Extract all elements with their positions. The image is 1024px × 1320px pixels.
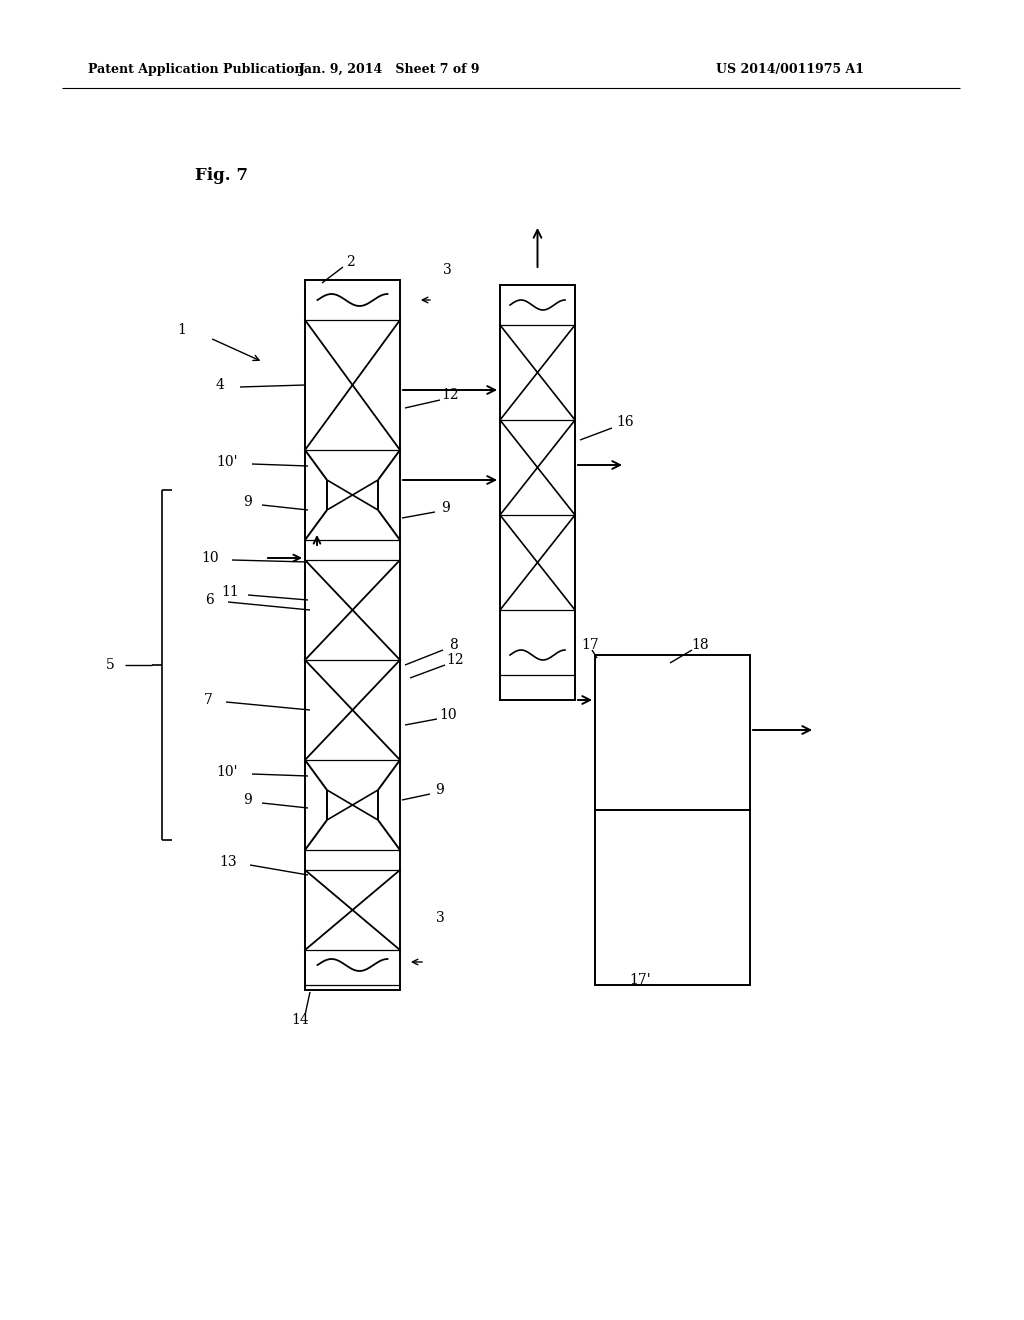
Text: 10': 10' xyxy=(216,455,238,469)
Text: 14: 14 xyxy=(291,1012,309,1027)
Bar xyxy=(500,285,575,700)
Text: 12: 12 xyxy=(446,653,464,667)
Bar xyxy=(305,280,400,990)
Text: 9: 9 xyxy=(440,502,450,515)
Text: 10': 10' xyxy=(216,766,238,779)
Text: Patent Application Publication: Patent Application Publication xyxy=(88,63,303,77)
Text: 10: 10 xyxy=(439,708,457,722)
Text: 3: 3 xyxy=(435,911,444,925)
Text: 9: 9 xyxy=(244,495,252,510)
Text: 1: 1 xyxy=(177,323,186,337)
Text: 13: 13 xyxy=(219,855,237,869)
Text: 18: 18 xyxy=(691,638,709,652)
Bar xyxy=(595,655,750,810)
Text: 8: 8 xyxy=(449,638,458,652)
Text: 3: 3 xyxy=(442,263,452,277)
Text: 4: 4 xyxy=(216,378,224,392)
Text: 17: 17 xyxy=(582,638,599,652)
Text: 9: 9 xyxy=(435,783,444,797)
Text: 17': 17' xyxy=(629,973,651,987)
Text: 10: 10 xyxy=(201,550,219,565)
Text: 9: 9 xyxy=(244,793,252,807)
Text: Fig. 7: Fig. 7 xyxy=(195,166,248,183)
Text: 12: 12 xyxy=(441,388,459,403)
Text: Jan. 9, 2014   Sheet 7 of 9: Jan. 9, 2014 Sheet 7 of 9 xyxy=(299,63,480,77)
Text: US 2014/0011975 A1: US 2014/0011975 A1 xyxy=(716,63,864,77)
Text: 7: 7 xyxy=(204,693,212,708)
Bar xyxy=(595,810,750,985)
Text: 6: 6 xyxy=(206,593,214,607)
Text: 16: 16 xyxy=(616,414,634,429)
Text: 2: 2 xyxy=(346,255,354,269)
Text: 5: 5 xyxy=(105,657,115,672)
Text: 11: 11 xyxy=(221,585,239,599)
